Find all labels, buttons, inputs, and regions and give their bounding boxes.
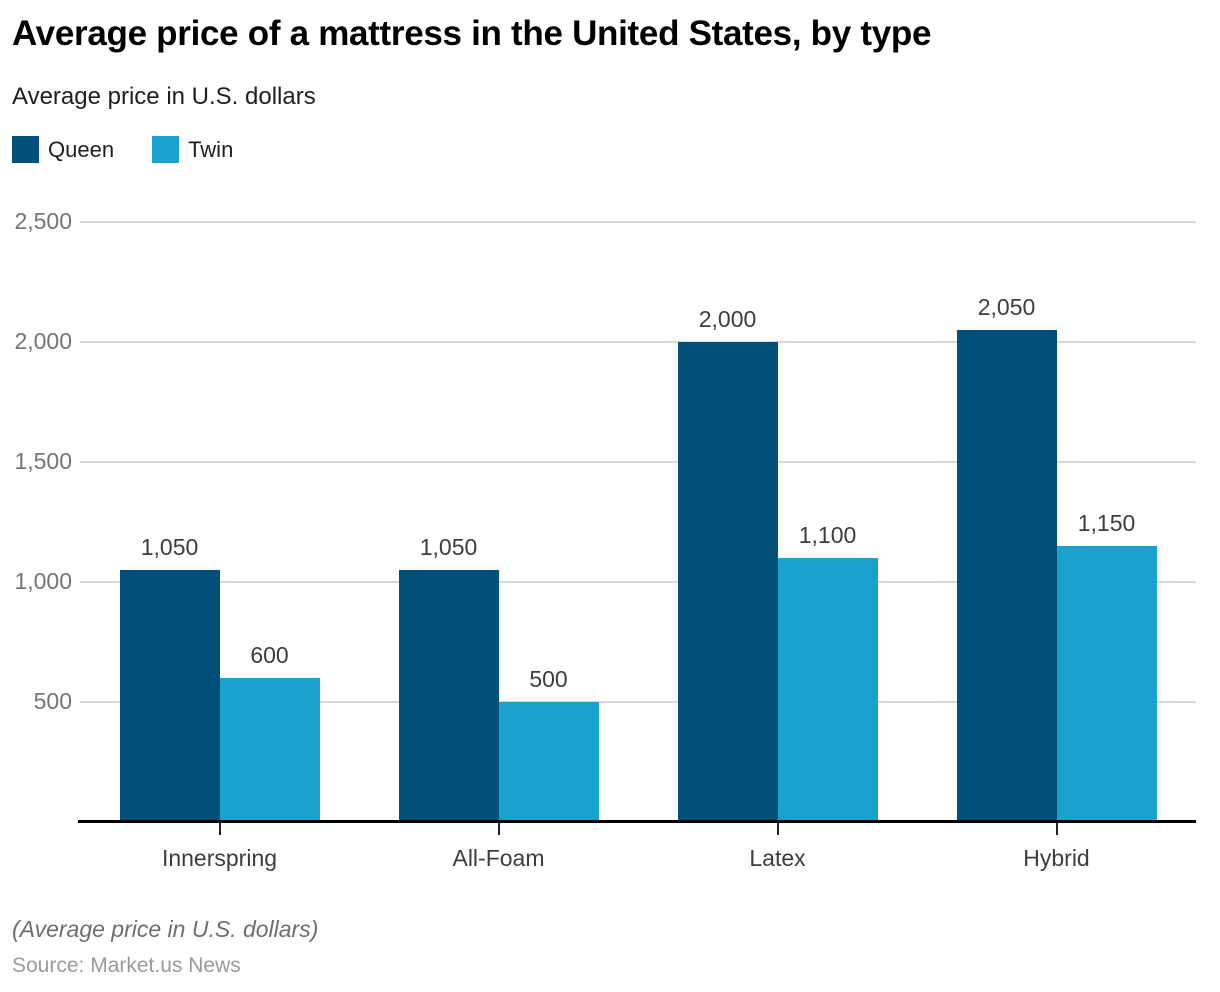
x-tick-mark [218,823,221,835]
legend-item-twin: Twin [152,136,233,163]
chart-subtitle: Average price in U.S. dollars [12,83,316,110]
bar-wrap: 2,000 [677,306,778,822]
bar-value-label: 1,050 [140,534,199,560]
category-label-all-foam: All-Foam [452,845,545,871]
queen-bar-latex [677,342,778,822]
y-tick-label: 1,500 [14,448,72,474]
x-axis-line [78,820,1196,823]
gridline [80,341,1196,343]
page-title: Average price of a mattress in the Unite… [12,14,932,53]
category-label-innerspring: Innerspring [161,845,278,871]
twin-bar-latex [777,558,878,822]
bar-value-label: 600 [250,642,289,668]
source-text: Source: Market.us News [12,954,241,977]
queen-bar-innerspring [119,570,220,822]
legend: Queen Twin [12,136,233,163]
bar-groups: 1,050 600 1,050 500 2,000 1,100 2,050 1,150 [80,222,1196,822]
y-tick-label: 1,000 [14,568,72,594]
gridline [80,701,1196,703]
queen-bar-all-foam [398,570,499,822]
gridline [80,581,1196,583]
twin-bar-hybrid [1056,546,1157,822]
axis-slot: Hybrid [917,823,1196,872]
bar-group-hybrid: 2,050 1,150 [917,222,1196,822]
bar-wrap: 1,150 [1056,510,1157,822]
bar-value-label: 1,150 [1077,510,1136,536]
y-tick-label: 2,000 [14,328,72,354]
bar-wrap: 600 [219,642,320,822]
bar-wrap: 2,050 [956,294,1057,822]
bar-wrap: 500 [498,666,599,822]
twin-swatch-icon [152,136,180,163]
category-label-hybrid: Hybrid [1023,845,1090,871]
legend-label-queen: Queen [48,136,115,162]
legend-label-twin: Twin [188,136,234,162]
plot-area: 1,050 600 1,050 500 2,000 1,100 2,050 1,150 [80,221,1196,822]
queen-swatch-icon [12,136,39,163]
y-tick-label: 2,500 [14,208,72,234]
bar-wrap: 1,050 [398,534,499,822]
bar-value-label: 1,050 [419,534,478,560]
axis-slot: Latex [638,823,917,872]
legend-item-queen: Queen [12,136,114,163]
x-tick-mark [1055,823,1058,835]
bar-group-innerspring: 1,050 600 [80,222,359,822]
twin-bar-innerspring [219,678,320,822]
axis-slot: Innerspring [80,823,359,872]
y-tick-label: 500 [33,688,72,714]
queen-bar-hybrid [956,330,1057,822]
bar-wrap: 1,050 [119,534,220,822]
x-tick-mark [497,823,500,835]
x-axis-labels: Innerspring All-Foam Latex Hybrid [80,823,1196,872]
bar-value-label: 500 [529,666,568,692]
gridline [80,461,1196,463]
axis-slot: All-Foam [359,823,638,872]
bar-value-label: 1,100 [798,522,857,548]
footer-note: (Average price in U.S. dollars) [12,916,319,942]
bar-value-label: 2,050 [977,294,1036,320]
twin-bar-all-foam [498,702,599,822]
bar-group-latex: 2,000 1,100 [638,222,917,822]
bar-group-all-foam: 1,050 500 [359,222,638,822]
x-tick-mark [776,823,779,835]
bar-wrap: 1,100 [777,522,878,822]
category-label-latex: Latex [749,845,806,871]
bar-value-label: 2,000 [698,306,757,332]
gridline [80,221,1196,223]
